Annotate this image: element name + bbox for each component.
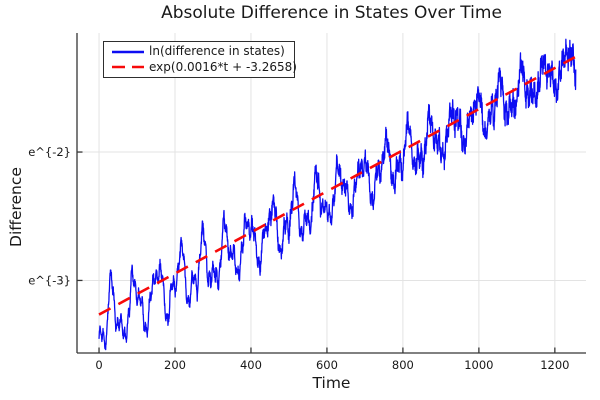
legend-dashed-line-icon — [112, 65, 144, 69]
x-tick-label: 400 — [240, 358, 262, 372]
legend-label-exp-fit: exp(0.0016*t + -3.2658) — [149, 59, 297, 74]
legend-item-ln-difference: ln(difference in states) — [111, 44, 290, 59]
x-axis-label: Time — [312, 374, 351, 392]
x-tick-label: 1200 — [540, 358, 569, 372]
y-tick-label: e^{-3} — [28, 273, 71, 287]
y-tick-label: e^{-2} — [28, 145, 71, 159]
legend-item-exp-fit: exp(0.0016*t + -3.2658) — [111, 60, 297, 75]
x-tick-label: 200 — [164, 358, 186, 372]
y-axis-label: Difference — [7, 167, 25, 247]
legend-label-ln-difference: ln(difference in states) — [149, 44, 285, 59]
chart-title: Absolute Difference in States Over Time — [161, 3, 502, 23]
x-tick-label: 1000 — [464, 358, 493, 372]
legend-solid-line-icon — [112, 50, 144, 54]
x-tick-label: 800 — [392, 358, 414, 372]
legend: ln(difference in states) exp(0.0016*t + … — [103, 41, 297, 78]
x-tick-label: 0 — [95, 358, 102, 372]
x-tick-label: 600 — [316, 358, 338, 372]
fit-line-exp — [98, 55, 577, 316]
series-line-ln-difference — [98, 38, 577, 351]
